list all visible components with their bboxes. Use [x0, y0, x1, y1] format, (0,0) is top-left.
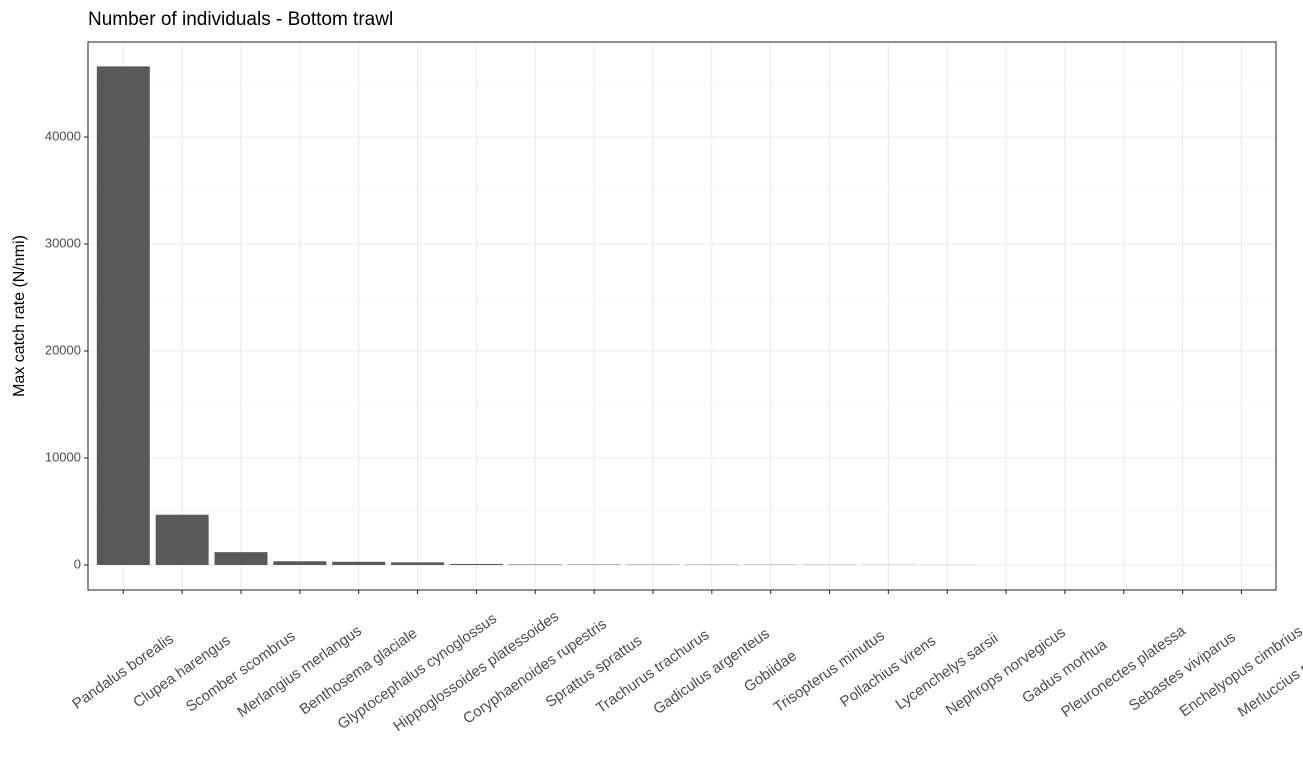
chart-title: Number of individuals - Bottom trawl [88, 9, 393, 30]
x-tick-label: Trisopterus minutus [771, 627, 888, 716]
bar [332, 561, 386, 566]
bar [391, 562, 445, 566]
bar [449, 563, 503, 566]
bar [508, 564, 562, 566]
x-tick-label: Lycenchelys sarsii [892, 630, 1001, 713]
y-tick-label: 10000 [45, 449, 81, 464]
x-tick-label: Clupea harengus [130, 632, 233, 711]
y-axis-label: Max catch rate (N/nmi) [11, 235, 28, 397]
y-tick-label: 20000 [45, 342, 81, 357]
panel-border [87, 41, 1277, 591]
x-tick-label: Sprattus sprattus [542, 632, 645, 711]
y-tick-label: 40000 [45, 128, 81, 143]
y-tick-label: 0 [74, 556, 81, 571]
y-tick-label: 30000 [45, 235, 81, 250]
bar [155, 514, 209, 566]
x-tick-label: Pandalus borealis [69, 630, 176, 712]
bar [214, 552, 268, 566]
bar [96, 66, 150, 566]
bar [273, 561, 327, 566]
